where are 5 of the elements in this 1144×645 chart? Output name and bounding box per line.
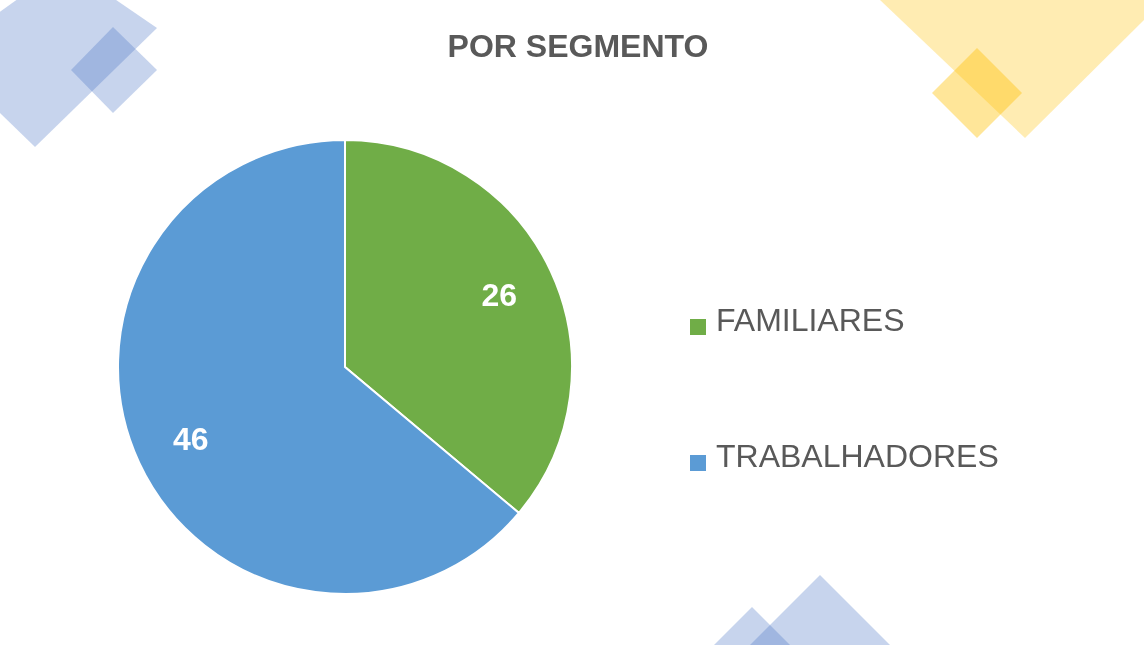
data-label: 26 (481, 277, 518, 314)
chart-title: POR SEGMENTO (446, 28, 710, 65)
legend-label: TRABALHADORES (716, 438, 999, 474)
data-label: 46 (172, 420, 209, 457)
legend-label: FAMILIARES (716, 302, 905, 338)
